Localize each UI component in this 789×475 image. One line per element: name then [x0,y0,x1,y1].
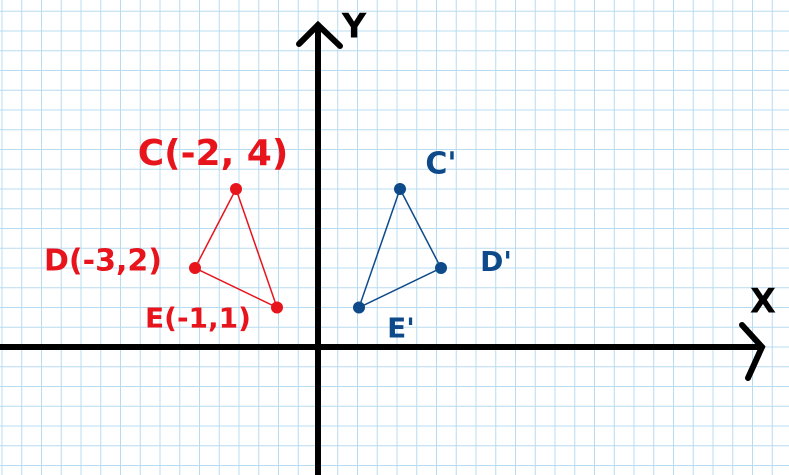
vertex-label: C(-2, 4) [138,133,289,174]
vertex [189,262,201,274]
vertex [394,183,406,195]
triangle [357,187,443,309]
x-axis-label: X [750,282,776,322]
vertex [271,301,283,314]
vertex-label: E(-1,1) [145,302,251,335]
vertex [230,183,242,195]
vertex [435,262,447,274]
vertex-label: D(-3,2) [44,244,162,279]
y-axis-label: Y [341,7,367,47]
vertex-label: D' [480,245,512,278]
vertex-label: E' [387,312,415,345]
vertex-label: C' [425,147,456,182]
vertex [353,301,365,314]
triangle [193,187,279,309]
axes [0,20,766,475]
x-arrow [739,322,766,381]
y-arrow [296,20,343,49]
